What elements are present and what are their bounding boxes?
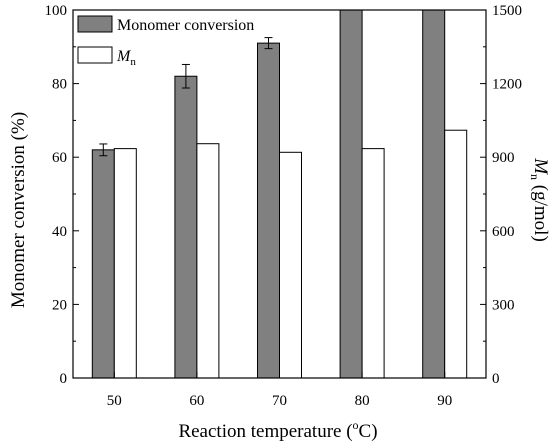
x-axis-title: Reaction temperature (oC)	[178, 418, 377, 442]
y-right-tick-label-900: 900	[492, 150, 515, 166]
legend-swatch-mn	[77, 46, 113, 64]
bar-monomer-conversion-80	[339, 9, 363, 379]
legend-label-monomer-conversion: Monomer conversion	[117, 17, 254, 34]
bar-mn-90	[444, 129, 468, 379]
y-left-tick-label-100: 100	[45, 3, 68, 19]
x-tick-label-70: 70	[272, 393, 287, 409]
y-left-tick-label-40: 40	[52, 224, 67, 240]
y-right-tick-label-1500: 1500	[492, 3, 522, 19]
y-right-tick-label-0: 0	[492, 371, 500, 387]
y-right-tick-label-1200: 1200	[492, 77, 522, 93]
y-left-tick-label-60: 60	[52, 150, 67, 166]
x-tick-label-80: 80	[355, 393, 370, 409]
y-axis-left-title: Monomer conversion (%)	[8, 112, 29, 308]
x-tick-label-60: 60	[189, 393, 204, 409]
bar-monomer-conversion-50	[91, 149, 115, 379]
y-axis-right-title: Mn (g/mol)	[528, 157, 550, 242]
x-tick-label-90: 90	[437, 393, 452, 409]
y-right-tick-label-600: 600	[492, 224, 515, 240]
error-bars-layer	[99, 37, 273, 157]
axis-ticks: 0 20 40 60 80 100 0 300 600 900 1200 1500 50 60 70 80 90	[45, 3, 523, 409]
bar-monomer-conversion-90	[422, 9, 446, 379]
bar-mn-60	[196, 143, 220, 379]
bar-mn-80	[361, 148, 385, 379]
bars-layer	[91, 9, 468, 379]
y-left-tick-label-80: 80	[52, 77, 67, 93]
y-left-tick-label-0: 0	[60, 371, 68, 387]
y-left-tick-label-20: 20	[52, 297, 67, 313]
bar-mn-70	[279, 151, 302, 379]
legend-label-mn: Mn	[116, 48, 136, 68]
bar-monomer-conversion-60	[174, 75, 198, 379]
y-right-tick-label-300: 300	[492, 297, 515, 313]
x-tick-label-50: 50	[107, 393, 122, 409]
legend-swatch-monomer-conversion	[77, 15, 113, 33]
bar-monomer-conversion-70	[257, 42, 280, 379]
legend: Monomer conversion Mn	[77, 15, 254, 68]
bar-mn-50	[113, 148, 137, 379]
